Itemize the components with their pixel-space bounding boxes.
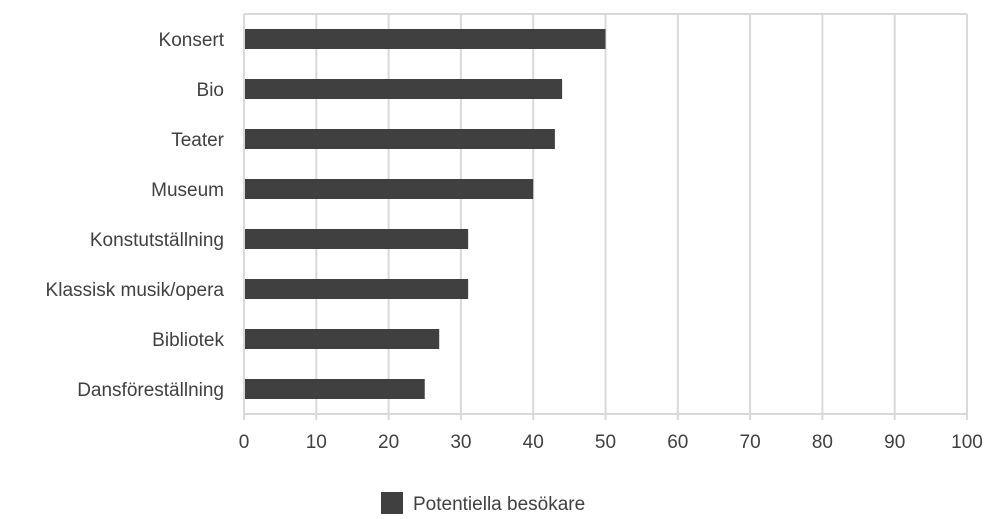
vertical-gridlines xyxy=(243,14,968,420)
tick-label: 90 xyxy=(884,432,905,453)
bar xyxy=(245,329,440,349)
plot-frame xyxy=(244,13,967,415)
tick-label: 10 xyxy=(306,432,327,453)
tick-label: 70 xyxy=(740,432,761,453)
tick-label: 80 xyxy=(812,432,833,453)
bar xyxy=(245,229,469,249)
tick-label: 60 xyxy=(667,432,688,453)
tick-label: 30 xyxy=(450,432,471,453)
tick-label: 100 xyxy=(951,432,983,453)
bar xyxy=(245,379,425,399)
category-label: Konsert xyxy=(159,30,225,51)
legend-swatch xyxy=(381,492,403,514)
category-labels: Konsert Bio Teater Museum Konstutställning Kl… xyxy=(46,30,225,401)
category-label: Teater xyxy=(171,130,224,151)
category-label: Konstutställning xyxy=(90,230,224,251)
tick-label: 20 xyxy=(378,432,399,453)
category-label: Klassisk musik/opera xyxy=(46,280,225,301)
category-label: Bio xyxy=(197,80,224,101)
category-label: Dansföreställning xyxy=(77,380,224,401)
legend: Potentiella besökare xyxy=(381,492,585,515)
x-axis-tick-labels: 0 10 20 30 40 50 60 70 80 90 100 xyxy=(239,432,983,453)
category-label: Museum xyxy=(151,180,224,201)
category-label: Bibliotek xyxy=(152,330,224,351)
tick-label: 50 xyxy=(595,432,616,453)
bar xyxy=(245,129,555,149)
tick-label: 0 xyxy=(239,432,250,453)
bar xyxy=(245,79,563,99)
legend-label: Potentiella besökare xyxy=(413,494,585,515)
bar xyxy=(245,179,534,199)
tick-label: 40 xyxy=(523,432,544,453)
bar xyxy=(245,279,469,299)
bar-series xyxy=(245,29,606,399)
bar xyxy=(245,29,606,49)
